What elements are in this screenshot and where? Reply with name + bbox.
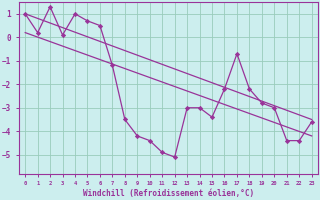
X-axis label: Windchill (Refroidissement éolien,°C): Windchill (Refroidissement éolien,°C) [83, 189, 254, 198]
